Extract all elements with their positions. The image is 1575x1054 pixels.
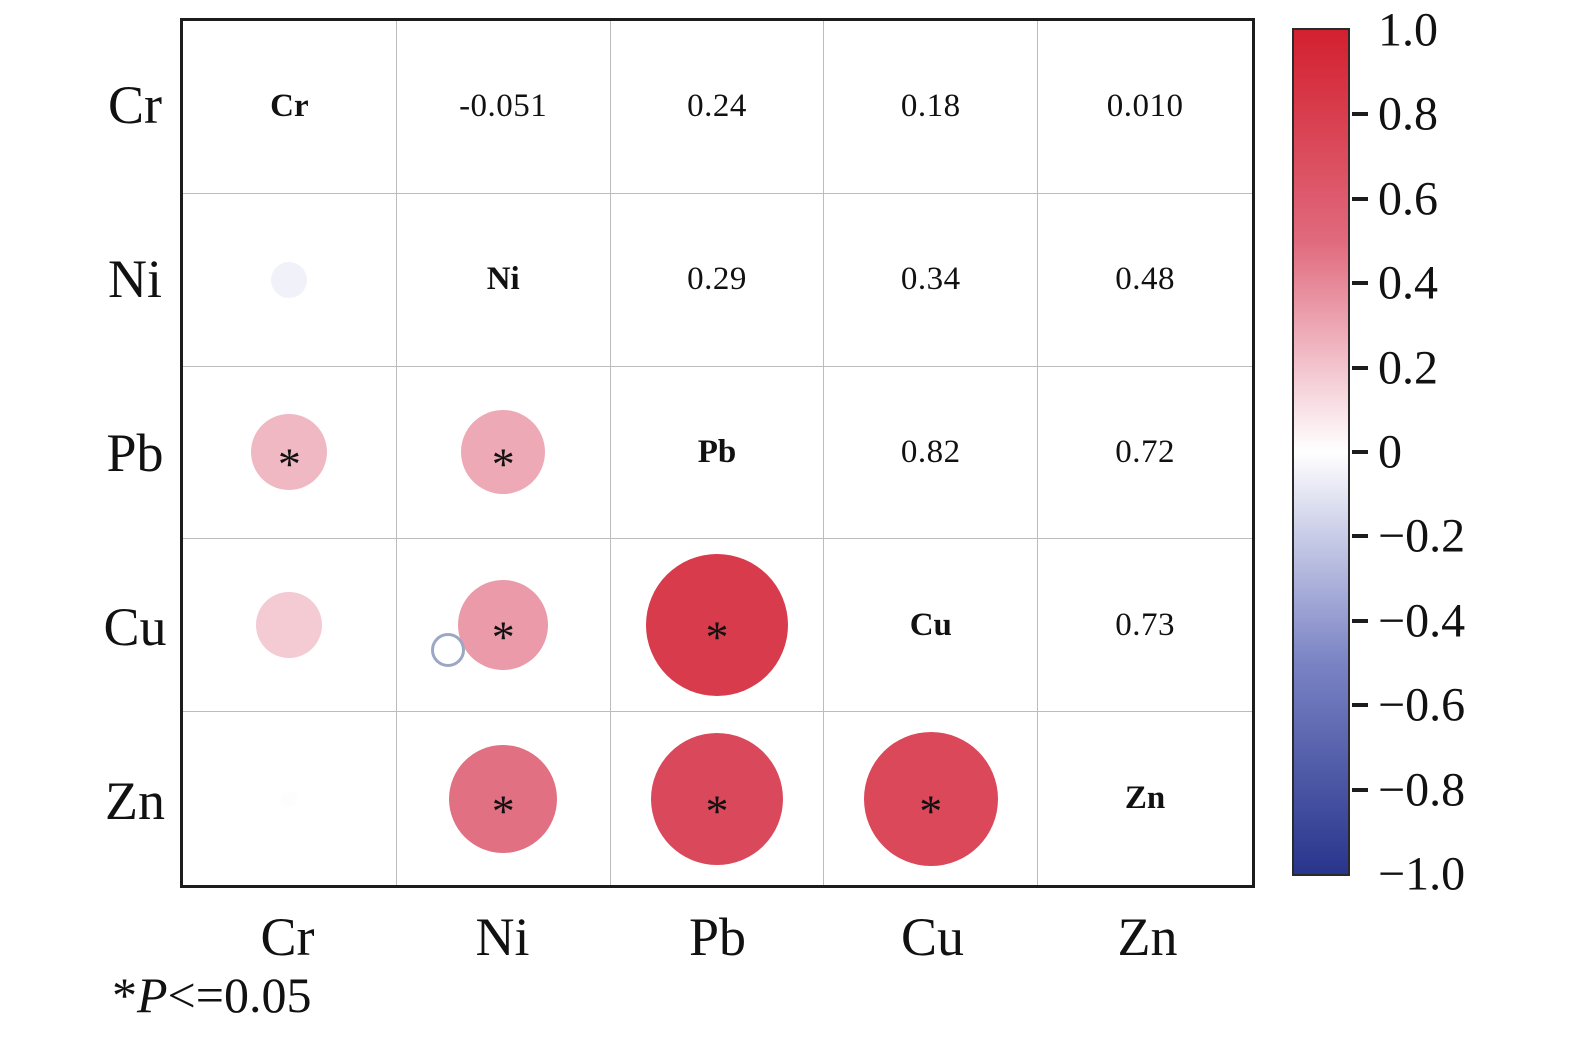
cell-Cu-Pb: * xyxy=(610,539,825,713)
corr-value-Ni-Cu: 0.34 xyxy=(900,261,961,298)
colorbar-tick-mark xyxy=(1352,787,1368,792)
matrix-plot: Cr -0.051 0.24 0.18 0.010 Ni 0.29 0.34 0.48 * * Pb 0… xyxy=(180,18,1255,888)
y-axis-label-Ni: Ni xyxy=(108,249,162,309)
colorbar xyxy=(1292,28,1350,876)
stray-outline-circle xyxy=(431,633,465,667)
colorbar-tick-label: −0.8 xyxy=(1378,763,1466,817)
cell-Cu-Zn: 0.73 xyxy=(1038,539,1252,713)
significance-footnote: *P<=0.05 xyxy=(112,966,311,1024)
corr-circle-Pb-Cu: * xyxy=(645,554,788,697)
matrix-grid: Cr -0.051 0.24 0.18 0.010 Ni 0.29 0.34 0.48 * * Pb 0… xyxy=(183,21,1252,885)
cell-Zn-Cu: * xyxy=(824,712,1039,885)
corr-circle-Pb-Zn: * xyxy=(650,732,783,865)
colorbar-tick-label: 0.8 xyxy=(1378,87,1438,141)
y-axis-label-Cu: Cu xyxy=(103,597,167,657)
significance-star: * xyxy=(491,438,515,490)
colorbar-tick-label: 0.2 xyxy=(1378,341,1438,395)
corr-circle-Cr-Cu xyxy=(256,592,323,659)
x-axis-label-Cr: Cr xyxy=(260,907,315,967)
corr-value-Pb-Cu: 0.82 xyxy=(900,433,961,470)
colorbar-tick-mark xyxy=(1352,281,1368,286)
y-axis-label-Pb: Pb xyxy=(106,423,164,483)
cell-Ni-Pb: 0.29 xyxy=(610,193,825,367)
cell-Zn-Cr xyxy=(183,712,397,885)
y-axis-label-Zn: Zn xyxy=(105,771,165,831)
colorbar-tick-mark xyxy=(1352,618,1368,623)
diagonal-label-Cu: Cu xyxy=(909,606,952,643)
colorbar-tick-label: −0.4 xyxy=(1378,594,1466,648)
colorbar-tick-label: −0.2 xyxy=(1378,509,1466,563)
cell-Ni-Ni: Ni xyxy=(396,193,611,367)
x-axis-label-Ni: Ni xyxy=(475,907,530,967)
significance-star: * xyxy=(491,785,515,837)
corr-circle-Cr-Zn xyxy=(281,790,298,807)
corr-value-Cu-Zn: 0.73 xyxy=(1115,606,1175,643)
cell-Zn-Pb: * xyxy=(611,712,825,885)
colorbar-tick-label: 0.6 xyxy=(1378,172,1438,226)
corr-circle-Cr-Ni xyxy=(271,261,308,298)
diagonal-label-Cr: Cr xyxy=(270,88,309,125)
corr-circle-Cr-Pb: * xyxy=(251,414,328,491)
diagonal-label-Ni: Ni xyxy=(486,261,520,298)
corr-circle-Ni-Zn: * xyxy=(449,744,558,853)
cell-Cu-Ni: * xyxy=(396,539,611,713)
x-axis-label-Pb: Pb xyxy=(688,907,747,967)
cell-Cu-Cu: Cu xyxy=(824,539,1039,713)
diagonal-label-Zn: Zn xyxy=(1124,780,1166,817)
significance-star: * xyxy=(705,611,729,663)
colorbar-tick-mark xyxy=(1352,112,1368,117)
footnote-p-symbol: P xyxy=(137,967,168,1023)
corr-value-Cr-Ni: -0.051 xyxy=(459,88,548,125)
significance-star: * xyxy=(277,438,301,490)
cell-Ni-Zn: 0.48 xyxy=(1038,194,1252,367)
cell-Cu-Cr xyxy=(183,539,397,713)
corr-value-Pb-Zn: 0.72 xyxy=(1115,433,1175,470)
colorbar-gradient xyxy=(1294,30,1348,874)
corr-value-Ni-Zn: 0.48 xyxy=(1115,261,1175,298)
cell-Cr-Cr: Cr xyxy=(183,21,397,194)
colorbar-tick-label: 0 xyxy=(1378,425,1402,479)
colorbar-tick-mark xyxy=(1352,196,1368,201)
y-axis-label-Cr: Cr xyxy=(108,75,162,135)
x-axis-label-Cu: Cu xyxy=(900,907,965,967)
footnote-star: * xyxy=(112,967,137,1023)
colorbar-tick-mark xyxy=(1352,534,1368,539)
x-axis-label-Zn: Zn xyxy=(1117,907,1178,967)
cell-Pb-Cu: 0.82 xyxy=(824,366,1039,540)
colorbar-tick-label: 0.4 xyxy=(1378,256,1438,310)
colorbar-tick-label: −0.6 xyxy=(1378,678,1466,732)
colorbar-tick-mark xyxy=(1352,703,1368,708)
cell-Pb-Ni: * xyxy=(396,366,611,540)
cell-Cr-Cu: 0.18 xyxy=(824,21,1039,194)
corr-circle-Ni-Cu: * xyxy=(458,580,549,671)
cell-Zn-Zn: Zn xyxy=(1038,712,1252,885)
corr-circle-Cu-Zn: * xyxy=(863,731,998,866)
corr-value-Ni-Pb: 0.29 xyxy=(687,261,747,298)
significance-star: * xyxy=(491,611,515,663)
colorbar-tick-mark xyxy=(1352,450,1368,454)
significance-star: * xyxy=(919,785,943,837)
corr-value-Cr-Pb: 0.24 xyxy=(687,88,747,125)
corr-value-Cr-Zn: 0.010 xyxy=(1106,88,1184,125)
diagonal-label-Pb: Pb xyxy=(697,433,737,470)
cell-Ni-Cr xyxy=(183,193,397,367)
cell-Pb-Cr: * xyxy=(183,366,397,540)
cell-Pb-Zn: 0.72 xyxy=(1038,367,1252,540)
cell-Cr-Pb: 0.24 xyxy=(610,21,825,194)
cell-Ni-Cu: 0.34 xyxy=(824,193,1039,367)
cell-Cr-Zn: 0.010 xyxy=(1038,21,1252,194)
colorbar-tick-mark xyxy=(1352,365,1368,370)
footnote-threshold: <=0.05 xyxy=(167,967,312,1023)
colorbar-tick-label: −1.0 xyxy=(1378,847,1466,901)
cell-Zn-Ni: * xyxy=(397,712,611,885)
significance-star: * xyxy=(705,785,729,837)
colorbar-tick-label: 1.0 xyxy=(1378,3,1438,57)
cell-Cr-Ni: -0.051 xyxy=(396,21,611,194)
cell-Pb-Pb: Pb xyxy=(610,366,825,540)
corr-value-Cr-Cu: 0.18 xyxy=(900,88,961,125)
corr-circle-Ni-Pb: * xyxy=(461,410,546,495)
